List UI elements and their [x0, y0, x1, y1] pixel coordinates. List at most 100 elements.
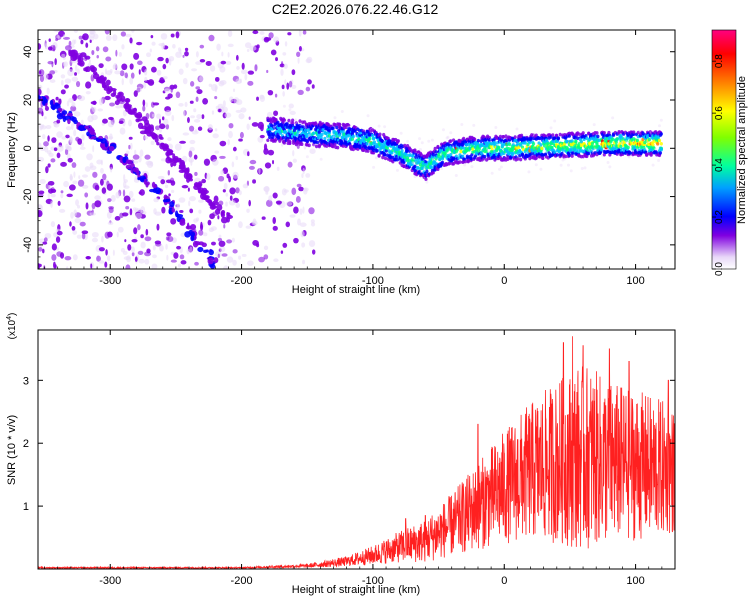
- spectrogram-cell: [151, 263, 158, 269]
- spectrogram-cell: [274, 137, 278, 142]
- spectrogram-cell: [221, 253, 228, 257]
- spectrogram-cell: [267, 149, 275, 156]
- spectrogram-cell: [291, 84, 297, 89]
- spectrogram-cell: [60, 190, 64, 194]
- spectrogram-cell: [207, 257, 214, 265]
- spectrogram-cell: [263, 245, 269, 251]
- spectrogram-cell: [300, 230, 305, 238]
- spectrogram-cell: [43, 141, 49, 147]
- y-tick-label: -20: [22, 189, 34, 205]
- spectrogram-cell: [317, 130, 321, 134]
- spectrogram-cell: [57, 34, 60, 39]
- spectrogram-cell: [212, 159, 219, 166]
- spectrogram-cell: [46, 87, 50, 95]
- spectrogram-cell: [470, 165, 474, 169]
- spectrogram-cell: [625, 136, 629, 141]
- spectrogram-cell: [241, 253, 247, 258]
- spectrogram-cell: [319, 135, 323, 140]
- spectrogram-cell: [139, 149, 144, 157]
- spectrogram-cell: [198, 209, 202, 214]
- spectrogram-cell: [223, 182, 228, 190]
- spectrogram-cell: [518, 153, 522, 158]
- spectrogram-cell: [282, 52, 287, 56]
- spectrogram-cell: [136, 41, 143, 46]
- spectrogram-cell: [498, 134, 503, 139]
- spectrogram-cell: [399, 131, 403, 135]
- spectrogram-cell: [209, 65, 216, 72]
- spectrogram-cell: [125, 264, 131, 269]
- spectrogram-cell: [201, 194, 209, 201]
- spectrogram-cell: [48, 184, 52, 190]
- spectrogram-cell: [136, 111, 143, 119]
- spectrogram-cell: [91, 114, 98, 121]
- spectrogram-cell: [217, 253, 220, 259]
- spectrogram-cell: [556, 136, 560, 140]
- spectrogram-cell: [434, 150, 438, 154]
- spectrogram-cell: [60, 193, 64, 199]
- spectrogram-cell: [305, 139, 309, 144]
- spectrogram-cell: [201, 178, 206, 184]
- spectrogram-cell: [371, 136, 376, 141]
- spectrogram-cell: [184, 47, 189, 52]
- spectrogram-cell: [632, 130, 636, 134]
- spectrogram-cell: [69, 136, 73, 144]
- spectrogram-cell: [144, 76, 148, 82]
- spectrogram-cell: [105, 249, 108, 256]
- spectrogram-cell: [214, 96, 218, 100]
- spectrogram-cell: [276, 120, 280, 125]
- spectrogram-cell: [231, 161, 235, 168]
- spectrogram-cell: [114, 216, 121, 221]
- spectrogram-cell: [48, 152, 54, 158]
- spectrogram-cell: [182, 132, 190, 136]
- spectrogram-cell: [151, 181, 156, 188]
- spectrogram-cell: [193, 119, 201, 123]
- spectrogram-cell: [283, 189, 289, 193]
- spectrogram-cell: [285, 122, 289, 126]
- spectrogram-cell: [498, 167, 502, 171]
- spectrogram-cell: [263, 148, 269, 155]
- spectrogram-cell: [240, 107, 247, 113]
- spectrogram-cell: [86, 131, 90, 137]
- spectrogram-cell: [52, 44, 56, 52]
- spectrogram-cell: [119, 127, 126, 135]
- spectrogram-cell: [463, 163, 467, 167]
- spectrogram-cell: [165, 57, 169, 64]
- spectrogram-cell: [592, 123, 596, 127]
- spectrogram-cell: [160, 33, 168, 40]
- spectrogram-cell: [161, 144, 168, 148]
- spectrogram-cell: [203, 232, 208, 237]
- colorbar-tick-label: 0.4: [714, 158, 725, 172]
- spectrogram-cell: [225, 201, 228, 207]
- spectrogram-cell: [124, 33, 132, 38]
- spectrogram-cell: [38, 84, 43, 90]
- spectrogram-cell: [79, 146, 86, 150]
- spectrogram-cell: [587, 131, 591, 136]
- spectrogram-cell: [577, 132, 582, 137]
- spectrogram-cell: [42, 134, 46, 140]
- spectrogram-cell: [651, 142, 655, 147]
- spectrogram-cell: [102, 46, 109, 53]
- spectrogram-cell: [291, 187, 297, 196]
- spectrogram-cell: [69, 175, 73, 181]
- spectrogram-cell: [617, 131, 621, 135]
- spectrogram-cell: [287, 118, 291, 123]
- spectrogram-cell: [212, 201, 216, 206]
- spectrogram-cell: [107, 85, 113, 93]
- spectrogram-cell: [140, 241, 146, 249]
- spectrogram-cell: [439, 149, 443, 153]
- spectrogram-cell: [264, 37, 272, 41]
- spectrogram-cell: [194, 171, 198, 177]
- spectrogram-cell: [71, 101, 76, 108]
- spectrogram-cell: [145, 182, 149, 188]
- spectrogram-cell: [252, 218, 257, 225]
- spectrogram-cell: [106, 211, 112, 219]
- spectrogram-cell: [163, 118, 169, 126]
- spectrogram-cell: [175, 91, 181, 99]
- x-tick-label: 100: [626, 575, 644, 587]
- spectrogram-cell: [56, 152, 61, 159]
- spectrogram-cell: [127, 119, 132, 127]
- spectrogram-cell: [76, 204, 81, 209]
- spectrogram-cell: [285, 221, 291, 228]
- spectrogram-cell: [144, 126, 151, 131]
- spectrogram-cell: [38, 88, 42, 96]
